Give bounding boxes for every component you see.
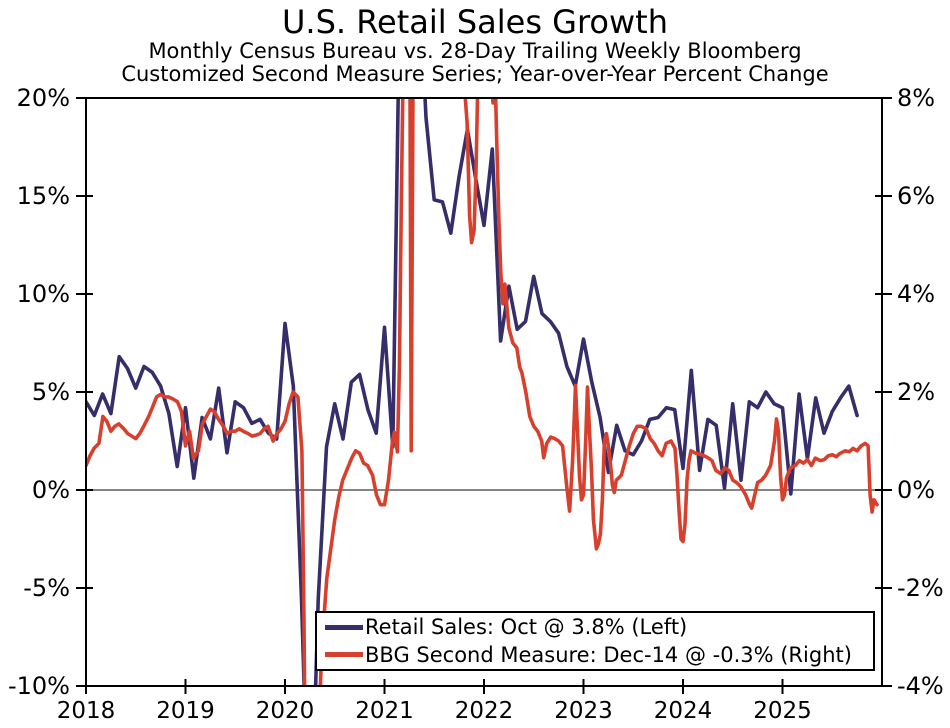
chart-title: U.S. Retail Sales Growth bbox=[281, 3, 668, 41]
y-axis-tick-label-left: 10% bbox=[17, 280, 70, 308]
retail-sales-line-swatch bbox=[325, 625, 363, 630]
y-axis-tick-label-left: 20% bbox=[17, 84, 70, 112]
x-axis-tick-label: 2020 bbox=[256, 698, 315, 724]
y-axis-tick-label-right: 0% bbox=[897, 476, 935, 504]
y-axis-tick-label-right: 8% bbox=[897, 84, 935, 112]
y-axis-tick-label-left: 5% bbox=[32, 378, 70, 406]
plot-frame bbox=[85, 97, 883, 687]
x-axis-tick-label: 2022 bbox=[455, 698, 514, 724]
y-axis-tick-label-left: -5% bbox=[23, 574, 70, 602]
legend-label-bbg-second-measure: BBG Second Measure: Dec-14 @ -0.3% (Righ… bbox=[365, 642, 852, 667]
y-axis-tick-label-left: 0% bbox=[32, 476, 70, 504]
x-axis-tick-label: 2021 bbox=[355, 698, 414, 724]
x-axis-tick-label: 2025 bbox=[753, 698, 812, 724]
legend-label-retail-sales: Retail Sales: Oct @ 3.8% (Left) bbox=[365, 615, 688, 640]
chart-subtitle-line2: Customized Second Measure Series; Year-o… bbox=[121, 62, 829, 86]
x-axis-tick-label: 2018 bbox=[57, 698, 116, 724]
chart-subtitle-line1: Monthly Census Bureau vs. 28-Day Trailin… bbox=[148, 39, 802, 63]
legend: Retail Sales: Oct @ 3.8% (Left) BBG Seco… bbox=[315, 611, 875, 671]
y-axis-tick-label-right: 2% bbox=[897, 378, 935, 406]
title-block: U.S. Retail Sales Growth Monthly Census … bbox=[0, 4, 950, 86]
legend-item-bbg-second-measure: BBG Second Measure: Dec-14 @ -0.3% (Righ… bbox=[325, 642, 873, 668]
x-axis-tick-label: 2019 bbox=[156, 698, 215, 724]
y-axis-tick-label-right: -4% bbox=[897, 672, 944, 700]
y-axis-tick-label-right: 6% bbox=[897, 182, 935, 210]
y-axis-tick-label-right: -2% bbox=[897, 574, 944, 602]
y-axis-tick-label-right: 4% bbox=[897, 280, 935, 308]
x-axis-tick-label: 2024 bbox=[654, 698, 713, 724]
x-axis-tick-label: 2023 bbox=[554, 698, 613, 724]
y-axis-tick-label-left: 15% bbox=[17, 182, 70, 210]
bbg-second-measure-line bbox=[86, 98, 879, 686]
legend-item-retail-sales: Retail Sales: Oct @ 3.8% (Left) bbox=[325, 614, 873, 640]
bbg-second-measure-line-swatch bbox=[325, 652, 363, 657]
y-axis-tick-label-left: -10% bbox=[8, 672, 70, 700]
